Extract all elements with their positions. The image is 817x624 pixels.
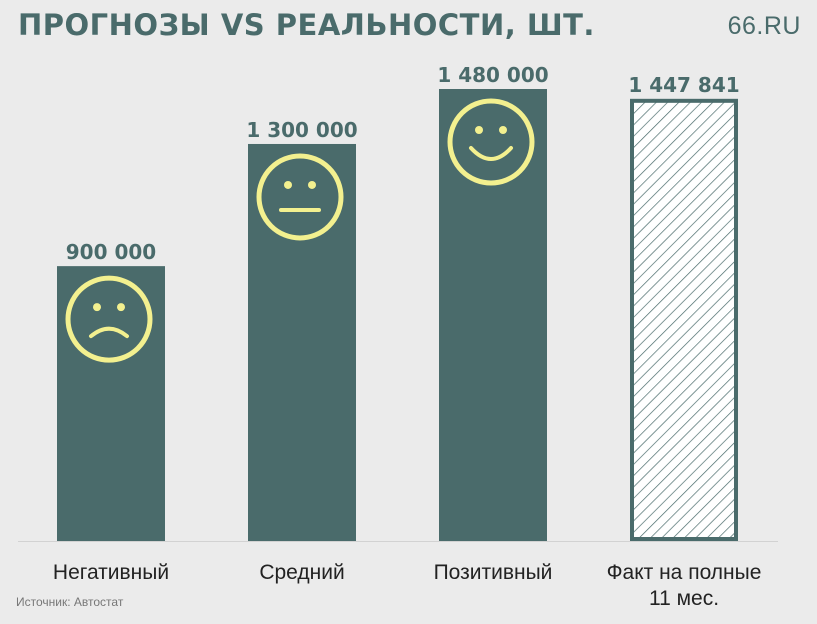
category-label: Негативный <box>52 561 170 584</box>
data-label: 1 300 000 <box>246 118 357 142</box>
category-label: Средний <box>259 561 345 584</box>
happy-face-icon <box>447 98 535 186</box>
bar-chart: 900 000 1 300 000 1 480 000 1 447 841 <box>18 63 778 542</box>
data-label: 1 480 000 <box>437 63 548 87</box>
bar-actual <box>630 98 738 541</box>
source-note: Источник: Автостат <box>16 595 124 609</box>
data-label: 1 447 841 <box>628 73 739 97</box>
sad-face-icon <box>65 275 153 363</box>
data-label: 900 000 <box>66 240 156 264</box>
category-label: Факт на полные 11 мес. <box>606 561 762 610</box>
category-label: Позитивный <box>433 561 553 584</box>
brand-logo: 66.RU <box>727 12 801 40</box>
neutral-face-icon <box>256 153 344 241</box>
chart-title: ПРОГНОЗЫ VS РЕАЛЬНОСТИ, ШТ. <box>18 8 595 42</box>
